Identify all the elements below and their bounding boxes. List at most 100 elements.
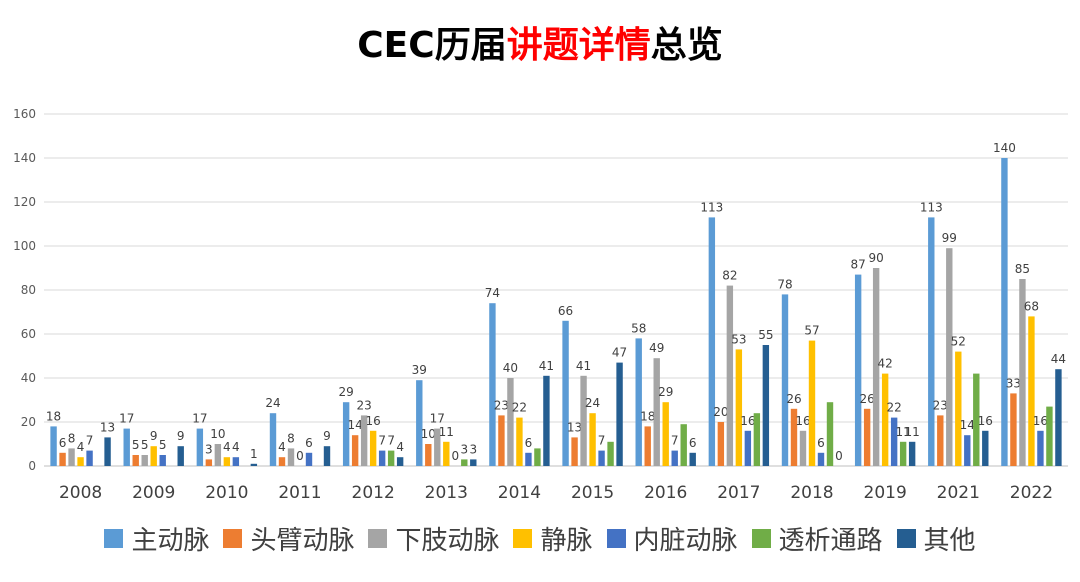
- bar: [1046, 406, 1053, 466]
- bar: [223, 457, 231, 466]
- legend-swatch: [513, 529, 533, 548]
- data-label: 113: [920, 200, 943, 214]
- legend-swatch: [896, 529, 916, 548]
- bar: [50, 426, 57, 466]
- bar: [589, 413, 596, 466]
- x-tick-label: 2010: [205, 483, 248, 503]
- data-label: 140: [993, 141, 1016, 155]
- x-tick-label: 2022: [1010, 483, 1053, 503]
- data-label: 78: [777, 277, 792, 291]
- data-label: 24: [585, 396, 600, 410]
- bar: [753, 413, 761, 466]
- y-tick-label: 60: [21, 327, 36, 341]
- data-label: 17: [192, 412, 207, 426]
- legend-swatch: [606, 529, 626, 548]
- data-label: 3: [460, 442, 468, 456]
- bar: [689, 452, 696, 466]
- data-label: 57: [804, 324, 819, 338]
- bar: [928, 217, 935, 466]
- data-label: 85: [1015, 262, 1030, 276]
- bar: [159, 455, 166, 466]
- data-label: 8: [68, 431, 76, 445]
- bar: [735, 349, 743, 466]
- chart-title: CEC历届讲题详情总览: [0, 16, 1080, 68]
- data-label: 5: [159, 438, 167, 452]
- data-label: 18: [640, 409, 655, 423]
- bar: [808, 340, 816, 466]
- bar: [305, 452, 313, 466]
- x-tick-label: 2013: [425, 483, 468, 503]
- bar: [416, 380, 423, 466]
- bar: [543, 375, 550, 466]
- legend-swatch: [368, 529, 388, 548]
- bar: [68, 448, 75, 466]
- bar: [498, 415, 505, 466]
- bar: [342, 402, 350, 466]
- bar: [671, 450, 678, 466]
- legend-item: 内脏动脉: [606, 520, 738, 557]
- x-tick-label: 2011: [278, 483, 321, 503]
- bar: [205, 459, 213, 466]
- data-label: 11: [896, 425, 911, 439]
- bar: [1028, 316, 1035, 466]
- bar: [232, 457, 240, 466]
- data-label: 4: [77, 440, 85, 454]
- data-label: 22: [512, 401, 527, 415]
- y-tick-label: 100: [13, 239, 36, 253]
- x-tick-label: 2015: [571, 483, 614, 503]
- bar: [580, 375, 587, 466]
- bar: [1010, 393, 1017, 466]
- data-label: 16: [366, 414, 381, 428]
- data-label: 90: [869, 251, 884, 265]
- y-tick-label: 40: [21, 371, 36, 385]
- data-label: 24: [265, 396, 280, 410]
- data-label: 6: [305, 436, 313, 450]
- bar: [1019, 279, 1026, 466]
- legend-item: 主动脉: [104, 520, 209, 557]
- bar: [470, 459, 477, 466]
- bar: [826, 402, 834, 466]
- bar: [762, 345, 770, 466]
- bar: [653, 358, 660, 466]
- legend-label: 头臂动脉: [250, 526, 355, 556]
- bar: [77, 457, 84, 466]
- bar: [680, 424, 687, 466]
- x-tick-label: 2008: [59, 483, 102, 503]
- bar: [872, 268, 880, 466]
- bar: [899, 441, 907, 466]
- bar: [937, 415, 944, 466]
- data-label: 66: [558, 304, 573, 318]
- bar: [323, 446, 331, 466]
- bar: [616, 362, 623, 466]
- bar: [890, 417, 898, 466]
- x-tick-label: 2017: [717, 483, 760, 503]
- bar: [964, 435, 971, 466]
- data-label: 16: [978, 414, 993, 428]
- data-label: 9: [150, 429, 158, 443]
- data-label: 99: [942, 231, 957, 245]
- x-tick-label: 2018: [790, 483, 833, 503]
- data-label: 9: [323, 429, 331, 443]
- bar: [150, 446, 157, 466]
- bar: [525, 452, 532, 466]
- data-label: 14: [348, 418, 363, 432]
- data-label: 7: [671, 434, 679, 448]
- data-label: 14: [960, 418, 975, 432]
- data-label: 33: [1006, 376, 1021, 390]
- data-label: 4: [232, 440, 240, 454]
- title-suffix: 总览: [650, 25, 723, 66]
- bar: [250, 463, 258, 466]
- x-tick-label: 2019: [864, 483, 907, 503]
- legend-swatch: [104, 529, 124, 548]
- data-label: 10: [421, 427, 436, 441]
- data-label: 6: [525, 436, 533, 450]
- bar: [1037, 430, 1044, 466]
- data-label: 6: [59, 436, 67, 450]
- data-label: 40: [503, 361, 518, 375]
- legend-label: 下肢动脉: [395, 526, 500, 556]
- data-label: 17: [119, 412, 134, 426]
- bar: [817, 452, 825, 466]
- data-label: 16: [740, 414, 755, 428]
- bar: [1055, 369, 1062, 466]
- data-label: 23: [357, 398, 372, 412]
